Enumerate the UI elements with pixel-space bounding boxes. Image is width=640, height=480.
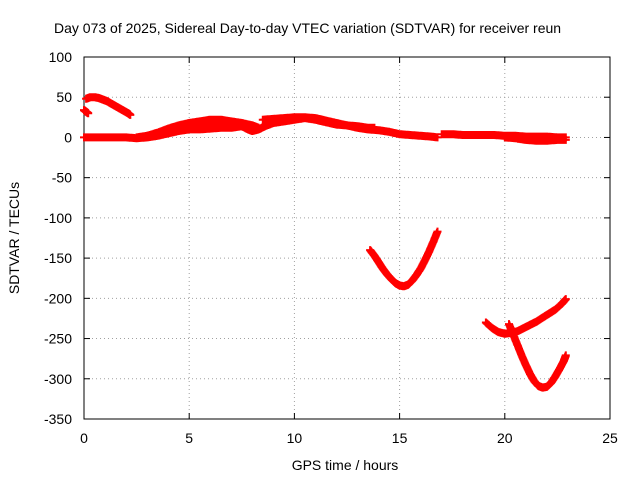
data-point-markers [505,320,570,392]
x-tick-label: 5 [185,430,193,446]
grid [84,57,610,419]
x-tick-label: 0 [80,430,88,446]
y-tick-label: 50 [56,89,72,105]
x-tick-label: 10 [287,430,303,446]
axis-ticks: 100 50 0 -50 -100 -150 -200 -250 -300 -350 0 5 10 15 2… [44,49,618,446]
series-arc-10 [481,295,570,338]
y-tick-label: -50 [52,170,72,186]
series-arc-6 [258,113,442,142]
y-tick-label: 100 [49,49,73,65]
y-axis-label: SDTVAR / TECUs [6,182,22,294]
data-point-markers [258,113,442,142]
y-tick-label: -100 [44,210,72,226]
data-series [80,93,570,392]
data-point-markers [82,93,135,119]
data-point-markers [481,295,570,338]
data-point-markers [500,133,570,145]
y-tick-label: 0 [64,129,72,145]
x-axis-label: GPS time / hours [292,457,399,473]
series-arc-8 [500,133,570,145]
series-arc-2 [82,93,135,119]
y-tick-label: -250 [44,331,72,347]
plot-frame [83,56,611,420]
chart-title: Day 073 of 2025, Sidereal Day-to-day VTE… [54,20,561,36]
y-tick-label: -300 [44,371,72,387]
series-arc-11 [505,320,570,392]
series-arc-9 [366,227,442,291]
y-tick-label: -350 [44,411,72,427]
x-tick-label: 20 [497,430,513,446]
x-tick-label: 25 [602,430,618,446]
x-tick-label: 15 [392,430,408,446]
data-point-markers [366,227,442,291]
series-arc-1 [80,106,93,118]
y-tick-label: -200 [44,290,72,306]
y-tick-label: -150 [44,250,72,266]
data-point-markers [80,106,93,118]
